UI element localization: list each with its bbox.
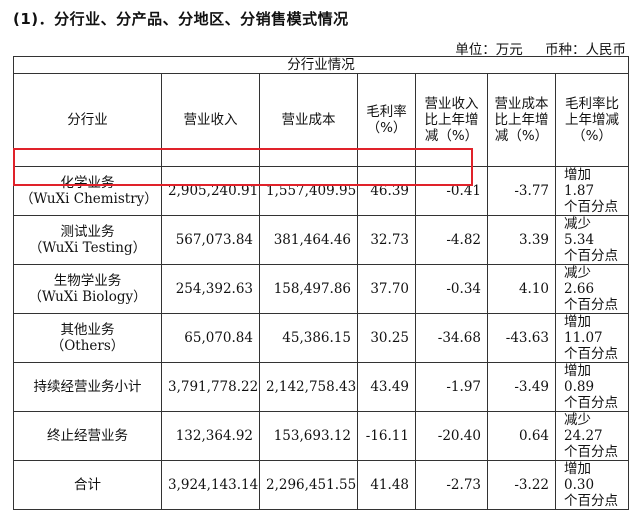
margin-change-value: 减少 5.34 [564, 216, 595, 248]
margin-change-unit: 个百分点 [564, 297, 618, 313]
cost-change-cell: -3.49 [487, 362, 556, 412]
currency-label: 币种： [545, 42, 586, 58]
segment-cell: 生物学业务 （WuXi Biology） [13, 264, 162, 314]
margin-change-value: 增加 11.07 [564, 314, 603, 346]
revenue-change-cell: -0.34 [415, 264, 488, 314]
unit-label: 单位： [455, 42, 496, 58]
header-revenue-change: 营业收入比上年增减（%） [415, 73, 488, 167]
cost-cell: 2,142,758.43 [259, 362, 358, 412]
section-title: (1)．分行业、分产品、分地区、分销售模式情况 [13, 10, 349, 28]
segment-cell: 持续经营业务小计 [13, 362, 162, 412]
margin-change-value: 增加 0.89 [564, 363, 595, 395]
margin-cell: -16.11 [357, 411, 416, 461]
table-row: 化学业务 （WuXi Chemistry） 2,905,240.91 1,557,… [13, 166, 629, 216]
margin-change-value: 增加 1.87 [564, 167, 595, 199]
revenue-cell: 132,364.92 [161, 411, 260, 461]
margin-change-cell: 减少 2.66 个百分点 [555, 264, 629, 314]
cost-change-cell: -3.22 [487, 460, 556, 510]
header-cost-change: 营业成本比上年增减（%） [487, 73, 556, 167]
revenue-cell: 2,905,240.91 [161, 166, 260, 216]
segment-name-en: （WuXi Biology） [28, 289, 147, 305]
table-row: 终止经营业务 132,364.92 153,693.12 -16.11 -20.… [13, 411, 629, 461]
revenue-change-cell: -0.41 [415, 166, 488, 216]
margin-change-cell: 减少 24.27 个百分点 [555, 411, 629, 461]
revenue-cell: 3,924,143.14 [161, 460, 260, 510]
header-revenue: 营业收入 [161, 73, 260, 167]
revenue-cell: 567,073.84 [161, 215, 260, 265]
segment-cell: 终止经营业务 [13, 411, 162, 461]
margin-change-cell: 增加 1.87 个百分点 [555, 166, 629, 216]
margin-cell: 30.25 [357, 313, 416, 363]
margin-change-unit: 个百分点 [564, 248, 618, 264]
header-margin: 毛利率（%） [357, 73, 416, 167]
margin-change-unit: 个百分点 [564, 493, 618, 509]
revenue-change-cell: -2.73 [415, 460, 488, 510]
margin-cell: 41.48 [357, 460, 416, 510]
header-margin-change: 毛利率比上年增减（%） [555, 73, 629, 167]
header-segment: 分行业 [13, 73, 162, 167]
segment-name-cn: 测试业务 [60, 224, 115, 240]
cost-cell: 158,497.86 [259, 264, 358, 314]
cost-change-cell: 0.64 [487, 411, 556, 461]
revenue-cell: 65,070.84 [161, 313, 260, 363]
segment-cell: 其他业务 （Others） [13, 313, 162, 363]
revenue-cell: 3,791,778.22 [161, 362, 260, 412]
table-caption: 分行业情况 [13, 56, 629, 74]
segment-name-en: （WuXi Chemistry） [20, 191, 158, 207]
table-row: 生物学业务 （WuXi Biology） 254,392.63 158,497.8… [13, 264, 629, 314]
margin-change-cell: 减少 5.34 个百分点 [555, 215, 629, 265]
segment-name-en: （WuXi Testing） [28, 240, 147, 256]
table-header-row: 分行业 营业收入 营业成本 毛利率（%） 营业收入比上年增减（%） 营业成本比上… [13, 73, 629, 167]
document-page: (1)．分行业、分产品、分地区、分销售模式情况 单位：万元 币种：人民币 分行业… [13, 10, 629, 510]
margin-change-value: 增加 0.30 [564, 461, 595, 493]
header-cost: 营业成本 [259, 73, 358, 167]
unit-value: 万元 [495, 42, 523, 58]
revenue-change-cell: -4.82 [415, 215, 488, 265]
cost-change-cell: -3.77 [487, 166, 556, 216]
margin-cell: 46.39 [357, 166, 416, 216]
margin-change-cell: 增加 11.07 个百分点 [555, 313, 629, 363]
cost-cell: 45,386.15 [259, 313, 358, 363]
segment-cell: 化学业务 （WuXi Chemistry） [13, 166, 162, 216]
cost-change-cell: -43.63 [487, 313, 556, 363]
currency-value: 人民币 [585, 42, 627, 58]
margin-cell: 43.49 [357, 362, 416, 412]
margin-change-value: 减少 24.27 [564, 412, 603, 444]
segment-name-cn: 其他业务 [60, 322, 115, 338]
margin-change-unit: 个百分点 [564, 346, 618, 362]
table-row: 合计 3,924,143.14 2,296,451.55 41.48 -2.73… [13, 460, 629, 510]
margin-change-value: 减少 2.66 [564, 265, 595, 297]
cost-cell: 1,557,409.95 [259, 166, 358, 216]
cost-change-cell: 4.10 [487, 264, 556, 314]
margin-change-unit: 个百分点 [564, 395, 618, 411]
revenue-cell: 254,392.63 [161, 264, 260, 314]
cost-cell: 381,464.46 [259, 215, 358, 265]
segment-cell: 合计 [13, 460, 162, 510]
revenue-change-cell: -34.68 [415, 313, 488, 363]
segment-cell: 测试业务 （WuXi Testing） [13, 215, 162, 265]
unit-line: 单位：万元 币种：人民币 [449, 38, 626, 58]
table-row: 持续经营业务小计 3,791,778.22 2,142,758.43 43.49… [13, 362, 629, 412]
revenue-change-cell: -20.40 [415, 411, 488, 461]
segment-name-cn: 生物学业务 [53, 273, 122, 289]
table-row: 测试业务 （WuXi Testing） 567,073.84 381,464.46… [13, 215, 629, 265]
cost-cell: 153,693.12 [259, 411, 358, 461]
table-caption-row: 分行业情况 [13, 56, 629, 74]
margin-change-cell: 增加 0.30 个百分点 [555, 460, 629, 510]
table-row: 其他业务 （Others） 65,070.84 45,386.15 30.25 -… [13, 313, 629, 363]
margin-change-unit: 个百分点 [564, 199, 618, 215]
segment-name-en: （Others） [50, 338, 125, 354]
segment-name-cn: 化学业务 [60, 175, 115, 191]
cost-change-cell: 3.39 [487, 215, 556, 265]
revenue-change-cell: -1.97 [415, 362, 488, 412]
cost-cell: 2,296,451.55 [259, 460, 358, 510]
industry-table: 分行业情况 分行业 营业收入 营业成本 毛利率（%） 营业收入比上年增减（%） … [13, 56, 629, 510]
margin-change-cell: 增加 0.89 个百分点 [555, 362, 629, 412]
margin-cell: 37.70 [357, 264, 416, 314]
margin-cell: 32.73 [357, 215, 416, 265]
margin-change-unit: 个百分点 [564, 444, 618, 460]
